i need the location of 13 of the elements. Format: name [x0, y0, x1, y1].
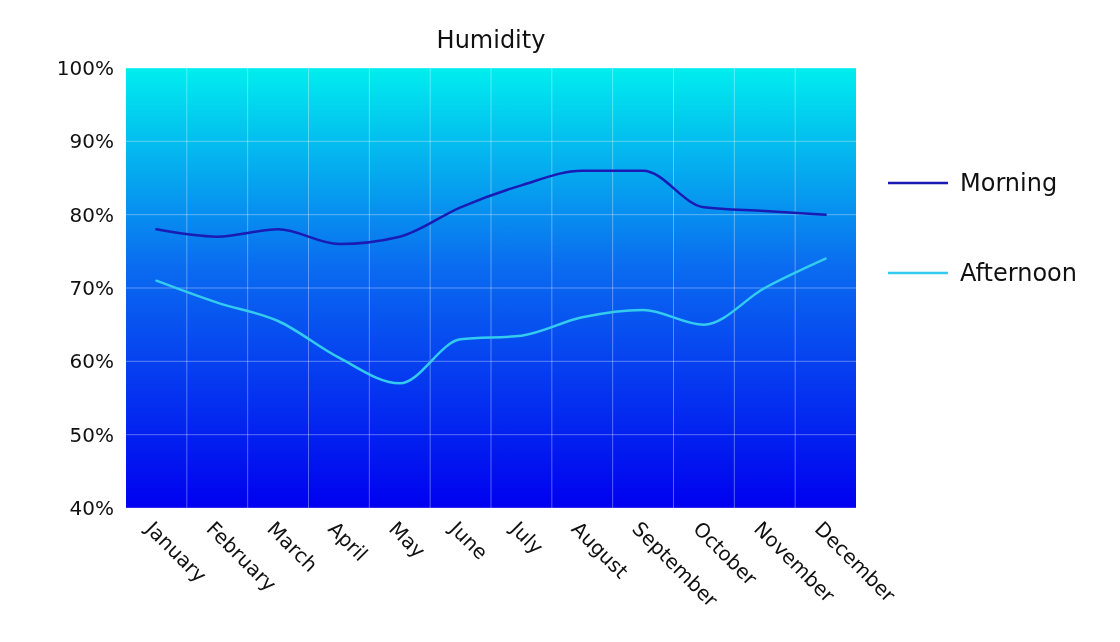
line-series: [155, 169, 827, 246]
line-series: [155, 257, 827, 385]
x-tick-label: July: [504, 515, 549, 560]
legend-label: Morning: [960, 169, 1058, 198]
y-tick-label: 70%: [69, 276, 114, 300]
y-tick-label: 80%: [69, 202, 114, 227]
y-tick-label: 40%: [69, 496, 114, 520]
legend-label: Afternoon: [960, 259, 1077, 288]
y-tick-label: 100%: [56, 56, 114, 80]
y-tick-label: 60%: [69, 349, 114, 374]
y-tick-label: 50%: [69, 422, 114, 447]
y-tick-label: 90%: [69, 129, 114, 154]
chart-title: Humidity: [436, 26, 546, 54]
